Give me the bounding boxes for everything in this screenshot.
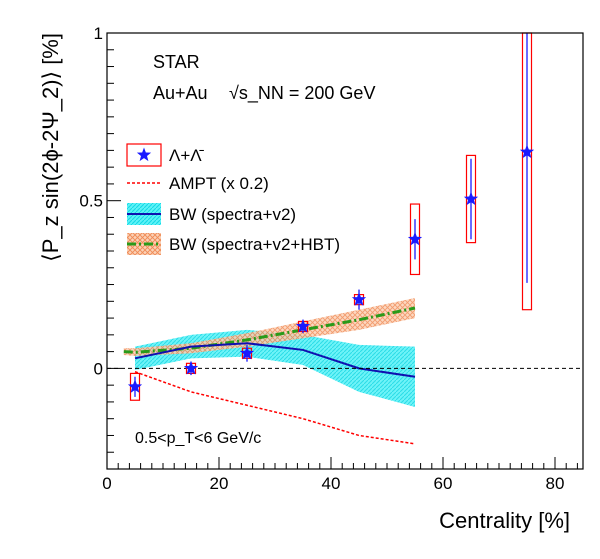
pt-range-label: 0.5<p_T<6 GeV/c — [135, 430, 261, 447]
y-tick-label: 1 — [94, 24, 103, 43]
x-axis-title: Centrality [%] — [439, 508, 570, 533]
sys-error-box — [129, 372, 141, 401]
bw-hbt-line — [123, 306, 416, 354]
data-point-star — [519, 144, 535, 159]
x-tick-label: 20 — [210, 474, 229, 493]
y-tick-label: 0.5 — [79, 192, 103, 211]
data-point-star — [407, 231, 423, 246]
model-lines — [123, 306, 416, 445]
legend-marker-box — [126, 143, 162, 167]
sys-error-box — [409, 203, 421, 276]
data-point-star — [127, 379, 143, 393]
x-tick-label: 0 — [102, 474, 111, 493]
data-point-star — [183, 360, 199, 375]
x-tick-label: 40 — [322, 474, 341, 493]
data-point-star — [351, 292, 367, 306]
bw-line — [134, 342, 416, 378]
axes: 0 20 40 60 80 0 0.5 1 — [79, 24, 584, 493]
data-point-star — [463, 191, 479, 206]
data-points — [127, 144, 535, 393]
data-point-star — [295, 318, 311, 333]
y-axis-title: ⟨P_z sin(2ϕ-2Ψ_2)⟩ [%] — [38, 33, 63, 262]
y-tick-label: 0 — [94, 359, 103, 378]
legend-label: BW (spectra+v2+HBT) — [169, 235, 340, 254]
experiment-label: STAR — [153, 52, 200, 72]
data-point-star — [239, 345, 255, 360]
legend-label: AMPT (x 0.2) — [169, 174, 269, 193]
x-tick-label: 80 — [546, 474, 565, 493]
sys-error-box — [465, 154, 477, 244]
legend-marker-star — [136, 147, 152, 162]
legend: Λ+Λ̄ AMPT (x 0.2) BW (spectra+v2) BW (spect… — [126, 143, 340, 255]
system-label: Au+Au — [153, 83, 208, 103]
energy-label: √s_NN = 200 GeV — [229, 83, 375, 104]
legend-label: BW (spectra+v2) — [169, 205, 296, 224]
ampt-line — [134, 371, 416, 445]
x-tick-label: 60 — [434, 474, 453, 493]
legend-label: Λ+Λ̄ — [169, 146, 205, 165]
